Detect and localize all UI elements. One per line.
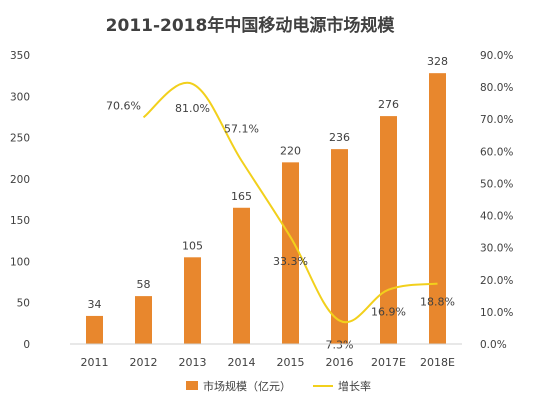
x-tick-label: 2012 [130, 356, 158, 369]
line-data-label: 70.6% [106, 99, 141, 112]
line-data-label: 33.3% [273, 255, 308, 268]
bar-data-label: 165 [231, 190, 252, 203]
bar-data-label: 220 [280, 144, 301, 157]
bar-data-label: 34 [88, 298, 102, 311]
line-data-label: 18.8% [420, 296, 455, 309]
right-axis: 0.0% 10.0% 20.0% 30.0% 40.0% 50.0% 60.0% 70.0% 8… [480, 50, 513, 351]
legend: 市场规模（亿元） 增长率 [186, 379, 371, 393]
line-data-label: 16.9% [371, 306, 406, 319]
bar-data-label: 276 [378, 98, 399, 111]
growth-line [142, 81, 438, 324]
left-tick-label: 350 [10, 50, 30, 62]
bar-series: 34 58 105 165 220 236 276 328 [86, 55, 448, 344]
x-tick-label: 2018E [420, 356, 455, 369]
right-tick-label: 30.0% [480, 243, 513, 255]
line-data-label: 7.3% [326, 339, 354, 352]
right-tick-label: 50.0% [480, 178, 513, 190]
bar-data-label: 58 [137, 278, 151, 291]
right-tick-label: 80.0% [480, 82, 513, 94]
left-tick-label: 0 [23, 339, 30, 351]
bar [282, 162, 299, 344]
x-axis: 2011 2012 2013 2014 2015 2016 2017E 2018E [70, 343, 462, 369]
bar-data-label: 105 [182, 239, 203, 252]
bar [429, 73, 446, 344]
right-tick-label: 70.0% [480, 114, 513, 126]
left-tick-label: 150 [10, 215, 30, 227]
bar [380, 116, 397, 344]
left-axis: 0 50 100 150 200 250 300 350 [10, 50, 30, 351]
right-tick-label: 60.0% [480, 146, 513, 158]
bar [233, 207, 250, 344]
right-tick-label: 40.0% [480, 211, 513, 223]
bar-data-label: 328 [427, 55, 448, 68]
legend-label-bar: 市场规模（亿元） [203, 379, 291, 393]
left-tick-label: 250 [10, 133, 30, 145]
legend-swatch-bar [186, 381, 198, 390]
legend-label-line: 增长率 [338, 379, 371, 393]
chart-title: 2011-2018年中国移动电源市场规模 [106, 15, 396, 36]
bar [184, 257, 201, 344]
line-data-label: 57.1% [224, 123, 259, 136]
bar [86, 315, 103, 344]
left-tick-label: 100 [10, 256, 30, 268]
bar [135, 296, 152, 344]
right-tick-label: 10.0% [480, 307, 513, 319]
x-tick-label: 2015 [277, 356, 305, 369]
left-tick-label: 300 [10, 91, 30, 103]
right-tick-label: 90.0% [480, 50, 513, 62]
bar [331, 149, 348, 344]
right-tick-label: 20.0% [480, 275, 513, 287]
x-tick-label: 2013 [179, 356, 207, 369]
line-data-label: 81.0% [175, 102, 210, 115]
left-tick-label: 200 [10, 174, 30, 186]
x-tick-label: 2016 [326, 356, 354, 369]
line-series: 70.6% 81.0% 57.1% 33.3% 7.3% 16.9% 18.8% [106, 81, 455, 352]
left-tick-label: 50 [17, 298, 30, 310]
bar-data-label: 236 [329, 131, 350, 144]
x-tick-label: 2017E [371, 356, 406, 369]
x-tick-label: 2014 [228, 356, 256, 369]
right-tick-label: 0.0% [480, 339, 507, 351]
x-tick-label: 2011 [81, 356, 109, 369]
